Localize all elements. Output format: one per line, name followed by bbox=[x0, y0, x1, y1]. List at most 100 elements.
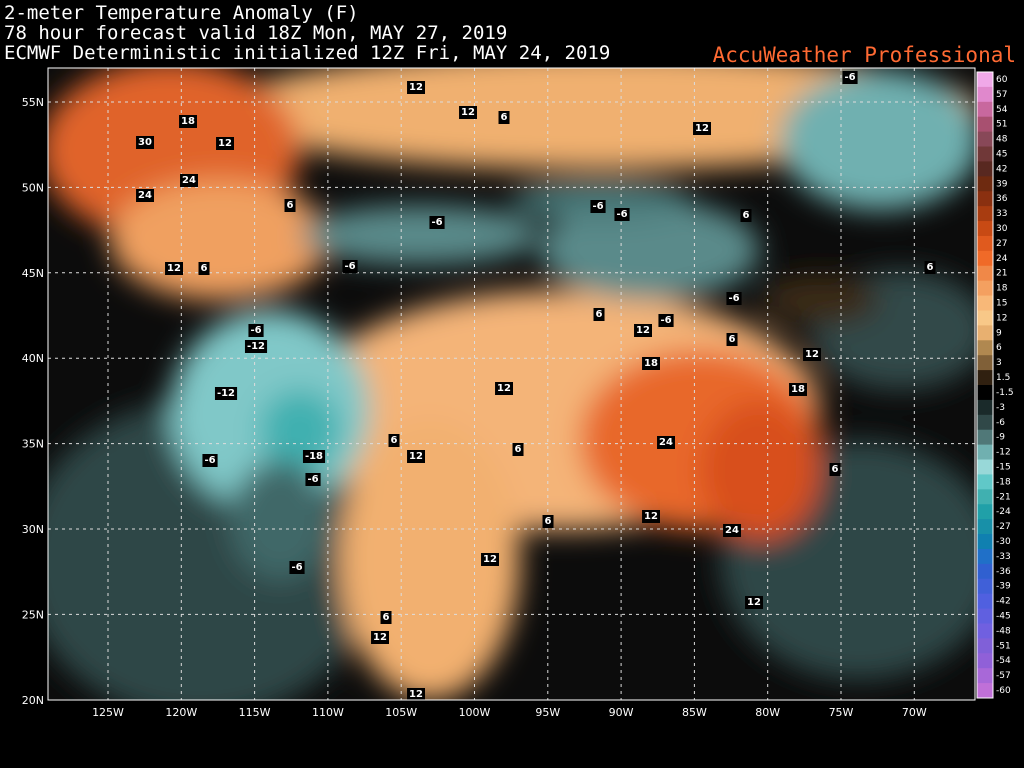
contour-label-box bbox=[380, 611, 392, 624]
contour-label: 6 bbox=[201, 263, 208, 274]
contour-label-box bbox=[180, 174, 198, 187]
contour-label: 12 bbox=[461, 107, 475, 118]
contour-label: 12 bbox=[805, 349, 819, 360]
colorbar-label: 18 bbox=[996, 284, 1008, 294]
contour-label: 24 bbox=[182, 175, 196, 186]
colorbar-label: 42 bbox=[996, 164, 1007, 174]
lon-label: 90W bbox=[609, 706, 634, 719]
colorbar-swatch bbox=[977, 638, 993, 654]
colorbar-swatch bbox=[977, 504, 993, 520]
colorbar-label: -36 bbox=[996, 567, 1011, 577]
colorbar-swatch bbox=[977, 161, 993, 177]
contour-label-box bbox=[244, 340, 268, 353]
contour-label-box bbox=[495, 382, 513, 395]
contour-label: 6 bbox=[832, 464, 839, 475]
contour-labels: 12 12 6 30 18 12 24 24 12 -6 6 -6 -6 -6 6 12 6 -6 6 -6 6 12 -6… bbox=[136, 71, 936, 700]
lat-label: 30N bbox=[22, 523, 44, 536]
colorbar-label: -51 bbox=[996, 641, 1011, 651]
colorbar-label: -33 bbox=[996, 552, 1011, 562]
colorbar-label: 12 bbox=[996, 313, 1007, 323]
contour-label: 18 bbox=[181, 116, 195, 127]
contour-label: -6 bbox=[204, 455, 215, 466]
lat-label: 50N bbox=[22, 181, 44, 194]
colorbar-label: -45 bbox=[996, 612, 1011, 622]
contour-label: -6 bbox=[431, 217, 442, 228]
lat-label: 45N bbox=[22, 267, 44, 280]
colorbar-label: -6 bbox=[996, 418, 1005, 428]
contour-label-box bbox=[789, 383, 807, 396]
contour-label-box bbox=[642, 510, 660, 523]
contour-label-box bbox=[136, 189, 154, 202]
colorbar-label: -60 bbox=[996, 686, 1011, 696]
axes: 55N 50N 45N 40N 35N 30N 25N 20N 125W 120W 115W 110W… bbox=[22, 96, 927, 719]
anomaly-field bbox=[48, 68, 975, 700]
colorbar-label: -24 bbox=[996, 507, 1011, 517]
contour-label: 12 bbox=[636, 325, 650, 336]
colorbar-swatch bbox=[977, 429, 993, 446]
contour-label-box bbox=[693, 122, 711, 135]
contour-label-box bbox=[614, 208, 630, 221]
colorbar-label: 30 bbox=[996, 224, 1008, 234]
lon-label: 110W bbox=[312, 706, 344, 719]
contour-label: 6 bbox=[391, 435, 398, 446]
contour-label: -6 bbox=[344, 261, 355, 272]
colorbar-swatch bbox=[977, 131, 993, 148]
contour-label: 6 bbox=[596, 309, 603, 320]
colorbar-swatch bbox=[977, 86, 993, 103]
colorbar-frame bbox=[976, 71, 994, 699]
lon-label: 120W bbox=[165, 706, 197, 719]
colorbar-swatch bbox=[977, 534, 993, 550]
colorbar-label: -30 bbox=[996, 537, 1011, 547]
colorbar-swatch bbox=[977, 72, 993, 88]
contour-label-box bbox=[498, 111, 510, 124]
colorbar-label: -57 bbox=[996, 671, 1011, 681]
colorbar-swatch bbox=[977, 608, 993, 624]
colorbar-swatch bbox=[977, 623, 993, 639]
colorbar-swatch bbox=[977, 325, 993, 341]
colorbar-swatch bbox=[977, 295, 993, 311]
contour-label: -6 bbox=[592, 201, 603, 212]
colorbar-label: 6 bbox=[996, 343, 1002, 353]
colorbar-swatch bbox=[977, 444, 993, 461]
colorbar-swatch bbox=[977, 221, 993, 237]
colorbar-swatch bbox=[977, 176, 993, 192]
contour-label: 18 bbox=[791, 384, 805, 395]
lat-label: 25N bbox=[22, 608, 44, 621]
contour-label: -6 bbox=[307, 474, 318, 485]
lon-label: 95W bbox=[535, 706, 560, 719]
lat-label: 35N bbox=[22, 438, 44, 451]
contour-label-box bbox=[284, 199, 296, 212]
colorbar-label: 1.5 bbox=[996, 373, 1010, 383]
colorbar-label: 36 bbox=[996, 194, 1008, 204]
lon-label: 85W bbox=[682, 706, 707, 719]
contour-label: -12 bbox=[217, 388, 235, 399]
colorbar-swatch bbox=[977, 578, 993, 595]
map-frame bbox=[47, 67, 976, 701]
colorbar-swatch bbox=[977, 370, 993, 386]
colorbar-swatch bbox=[977, 146, 993, 162]
contour-label-box bbox=[829, 463, 841, 476]
contour-label: -12 bbox=[247, 341, 265, 352]
contour-label: 12 bbox=[373, 632, 387, 643]
contour-label-box bbox=[202, 454, 218, 467]
contour-label-box bbox=[179, 115, 197, 128]
contour-label-box bbox=[305, 473, 321, 486]
colorbar-swatch bbox=[977, 265, 993, 282]
contour-label: 24 bbox=[725, 525, 739, 536]
colorbar-swatch bbox=[977, 250, 993, 267]
lon-label: 80W bbox=[755, 706, 780, 719]
lon-label: 125W bbox=[92, 706, 124, 719]
contour-label-box bbox=[198, 262, 210, 275]
contour-label: 12 bbox=[218, 138, 232, 149]
colorbar-label: 21 bbox=[996, 269, 1007, 279]
contour-label-box bbox=[214, 387, 238, 400]
contour-label-box bbox=[726, 333, 738, 346]
contour-label-box bbox=[289, 561, 305, 574]
colorbar-label: 48 bbox=[996, 135, 1008, 145]
colorbar-label: -48 bbox=[996, 626, 1011, 636]
contour-label: 12 bbox=[409, 451, 423, 462]
colorbar-label: 51 bbox=[996, 120, 1007, 130]
contour-label: -6 bbox=[660, 315, 671, 326]
colorbar-label: -12 bbox=[996, 448, 1011, 458]
